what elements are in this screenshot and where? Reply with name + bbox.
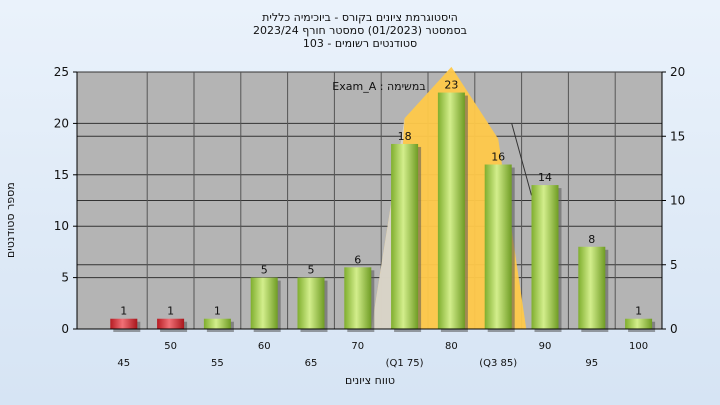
y-tick-label-left: 10: [54, 219, 69, 233]
x-tick-label: 70: [351, 341, 364, 352]
y-tick-label-right: 5: [670, 258, 678, 272]
x-tick-label: (Q1 75): [386, 358, 424, 369]
y-tick-label-left: 5: [61, 271, 69, 285]
y-tick-label-left: 15: [54, 168, 69, 182]
bar: [578, 246, 606, 329]
x-tick-label: 60: [258, 341, 271, 352]
x-axis-label: טווח ציונים: [345, 374, 395, 387]
x-tick-label: 95: [585, 358, 598, 369]
bar-value-label: 14: [538, 171, 552, 184]
bar-value-label: 1: [120, 305, 127, 318]
y-axis-label: מספר סטודנטים: [4, 182, 17, 258]
bar: [484, 164, 512, 329]
x-tick-label: 55: [211, 358, 224, 369]
bar-value-label: 5: [261, 264, 268, 277]
bar: [157, 318, 185, 329]
legend-label: Exam_A : במשימה: [332, 80, 425, 93]
envelope-left: [371, 118, 405, 329]
bar: [110, 318, 138, 329]
chart-title-line-1: היסטוגרמת ציונים בקורס - ביוכימיה כללית: [262, 11, 458, 24]
x-tick-label: (Q3 85): [479, 358, 517, 369]
bar: [250, 277, 278, 329]
bar-value-label: 5: [308, 264, 315, 277]
y-tick-label-left: 0: [61, 322, 69, 336]
x-tick-label: 50: [164, 341, 177, 352]
x-tick-label: 90: [539, 341, 552, 352]
bar: [437, 92, 465, 329]
bar-value-label: 6: [354, 253, 361, 266]
grid-lines: [77, 71, 662, 330]
bar: [625, 318, 653, 329]
x-tick-label: 80: [445, 341, 458, 352]
x-tick-label: 100: [629, 341, 648, 352]
x-tick-label: 65: [305, 358, 318, 369]
bar: [203, 318, 231, 329]
bar: [344, 267, 372, 329]
chart-title-line-2: בסמסטר (01/2023) סמסטר חורף 2023/24: [253, 24, 467, 37]
y-tick-label-left: 20: [54, 116, 69, 130]
envelope-right: [511, 123, 532, 196]
bar-value-label: 18: [398, 130, 412, 143]
y-tick-label-right: 10: [670, 194, 685, 208]
y-tick-label-left: 25: [54, 65, 69, 79]
bar-value-label: 1: [635, 305, 642, 318]
bar: [531, 185, 559, 329]
bar-value-label: 8: [588, 233, 595, 246]
x-tick-label: 45: [117, 358, 130, 369]
bar-value-label: 23: [444, 79, 458, 92]
chart-title-line-3: סטודנטים רשומים - 103: [302, 37, 418, 50]
bar: [391, 143, 419, 329]
y-tick-label-right: 20: [670, 65, 685, 79]
bar: [297, 277, 325, 329]
y-tick-label-right: 15: [670, 129, 685, 143]
bar-value-label: 1: [214, 305, 221, 318]
y-tick-label-right: 0: [670, 322, 678, 336]
bar-value-label: 1: [167, 305, 174, 318]
bar-value-label: 16: [491, 151, 505, 164]
